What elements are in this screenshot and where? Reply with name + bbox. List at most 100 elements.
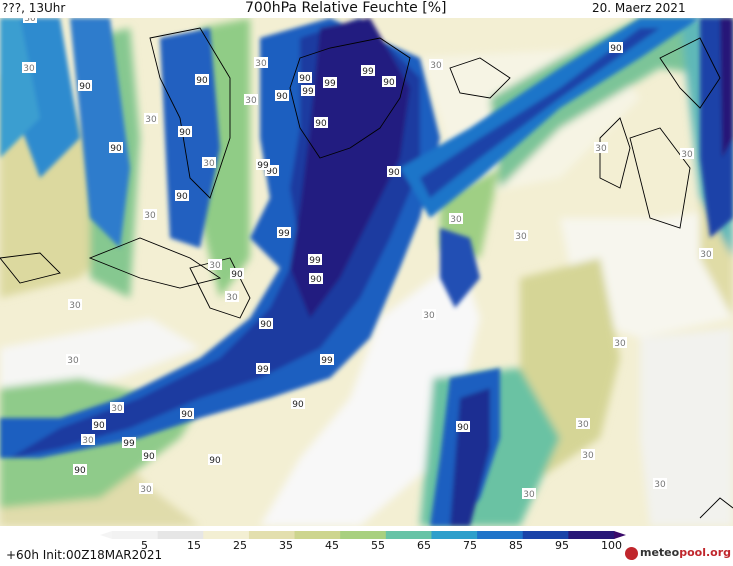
svg-text:90: 90 — [299, 74, 311, 84]
svg-text:90: 90 — [196, 76, 208, 86]
contour-label-30: 30 — [581, 449, 595, 461]
logo-text-prefix: meteo — [640, 546, 680, 559]
svg-text:90: 90 — [266, 167, 278, 177]
svg-text:90: 90 — [181, 410, 193, 420]
svg-text:30: 30 — [140, 485, 152, 495]
logo-text-suffix: pool.org — [679, 546, 731, 559]
svg-text:99: 99 — [123, 439, 135, 449]
svg-text:30: 30 — [582, 451, 594, 461]
svg-text:90: 90 — [79, 82, 91, 92]
svg-text:90: 90 — [209, 456, 221, 466]
svg-text:30: 30 — [23, 64, 35, 74]
svg-text:90: 90 — [315, 119, 327, 129]
svg-text:30: 30 — [82, 436, 94, 446]
colorbar-tick-label: 85 — [509, 539, 523, 552]
run-info: +60h Init:00Z18MAR2021 — [6, 548, 163, 562]
contour-label-90: 90 — [275, 90, 289, 102]
contour-label-30: 30 — [144, 113, 158, 125]
svg-text:30: 30 — [654, 480, 666, 490]
colorbar-tick-label: 15 — [187, 539, 201, 552]
svg-text:30: 30 — [226, 293, 238, 303]
colorbar-tick-label: 75 — [463, 539, 477, 552]
contour-label-30: 30 — [429, 59, 443, 71]
contour-label-30: 30 — [699, 248, 713, 260]
contour-label-90: 90 — [195, 74, 209, 86]
contour-label-90: 90 — [208, 454, 222, 466]
contour-label-90: 90 — [142, 450, 156, 462]
svg-text:30: 30 — [209, 261, 221, 271]
colorbar-swatch — [522, 531, 569, 539]
contour-label-30: 30 — [23, 18, 37, 24]
svg-text:99: 99 — [309, 256, 321, 266]
valid-time-label: ???, 13Uhr — [2, 1, 66, 15]
colorbar-swatch — [203, 531, 250, 539]
svg-text:90: 90 — [110, 144, 122, 154]
colorbar-swatch — [477, 531, 524, 539]
contour-label-90: 90 — [109, 142, 123, 154]
contour-label-99: 99 — [323, 77, 337, 89]
contour-label-99: 99 — [256, 363, 270, 375]
contour-label-90: 90 — [180, 408, 194, 420]
map-footer: 5 15 25 35 45 55 65 75 85 95 100 +60h Init:00Z18MA… — [0, 526, 733, 566]
contour-label-30: 30 — [244, 94, 258, 106]
contour-label-90: 90 — [78, 80, 92, 92]
colorbar-tick-label: 65 — [417, 539, 431, 552]
date-label: 20. Maerz 2021 — [592, 1, 686, 15]
contour-label-30: 30 — [139, 483, 153, 495]
colorbar-tick-label: 95 — [555, 539, 569, 552]
meteopool-logo: meteopool.org — [625, 546, 731, 560]
svg-text:30: 30 — [577, 420, 589, 430]
svg-text:30: 30 — [67, 356, 79, 366]
contour-label-99: 99 — [256, 159, 270, 171]
contour-label-99: 99 — [122, 437, 136, 449]
svg-text:90: 90 — [231, 270, 243, 280]
contour-label-30: 30 — [66, 354, 80, 366]
svg-text:99: 99 — [321, 356, 333, 366]
contour-label-30: 30 — [680, 148, 694, 160]
contour-label-90: 90 — [456, 421, 470, 433]
colorbar-tick-label: 100 — [601, 539, 622, 552]
contour-label-99: 99 — [301, 85, 315, 97]
svg-text:99: 99 — [362, 67, 374, 77]
svg-text:90: 90 — [176, 192, 188, 202]
colorbar-tick-label: 55 — [371, 539, 385, 552]
colorbar-swatch — [385, 531, 432, 539]
svg-text:30: 30 — [430, 61, 442, 71]
humidity-map: 90 90 90 90 90 90 90 90 90 90 90 90 90 90 90 90 90 90 90 90… — [0, 18, 733, 526]
contour-label-90: 90 — [259, 318, 273, 330]
contour-label-30: 30 — [68, 299, 82, 311]
contour-label-90: 90 — [230, 268, 244, 280]
svg-text:99: 99 — [278, 229, 290, 239]
svg-text:99: 99 — [324, 79, 336, 89]
contour-label-90: 90 — [265, 165, 279, 177]
svg-text:30: 30 — [614, 339, 626, 349]
colorbar-tick-label: 25 — [233, 539, 247, 552]
contour-label-30: 30 — [254, 57, 268, 69]
svg-text:30: 30 — [69, 301, 81, 311]
colorbar-swatch — [112, 531, 159, 539]
colorbar-swatch — [340, 531, 387, 539]
colorbar-swatch — [294, 531, 341, 539]
map-header: ???, 13Uhr 700hPa Relative Feuchte [%] 2… — [0, 0, 733, 18]
svg-text:30: 30 — [255, 59, 267, 69]
contour-label-90: 90 — [387, 166, 401, 178]
contour-label-30: 30 — [449, 213, 463, 225]
svg-text:30: 30 — [423, 311, 435, 321]
contour-label-30: 30 — [225, 291, 239, 303]
contour-label-99: 99 — [308, 254, 322, 266]
contour-label-90: 90 — [309, 273, 323, 285]
colorbar-swatch — [248, 531, 296, 539]
contour-label-90: 90 — [178, 126, 192, 138]
coastlines — [0, 27, 733, 519]
svg-text:90: 90 — [93, 421, 105, 431]
contour-label-30: 30 — [202, 157, 216, 169]
svg-text:30: 30 — [681, 150, 693, 160]
svg-text:30: 30 — [523, 490, 535, 500]
contour-label-90: 90 — [291, 398, 305, 410]
map-title: 700hPa Relative Feuchte [%] — [245, 0, 447, 16]
contour-label-99: 99 — [320, 354, 334, 366]
svg-text:30: 30 — [24, 18, 36, 24]
svg-text:99: 99 — [257, 161, 269, 171]
contour-label-30: 30 — [422, 309, 436, 321]
svg-text:90: 90 — [276, 92, 288, 102]
